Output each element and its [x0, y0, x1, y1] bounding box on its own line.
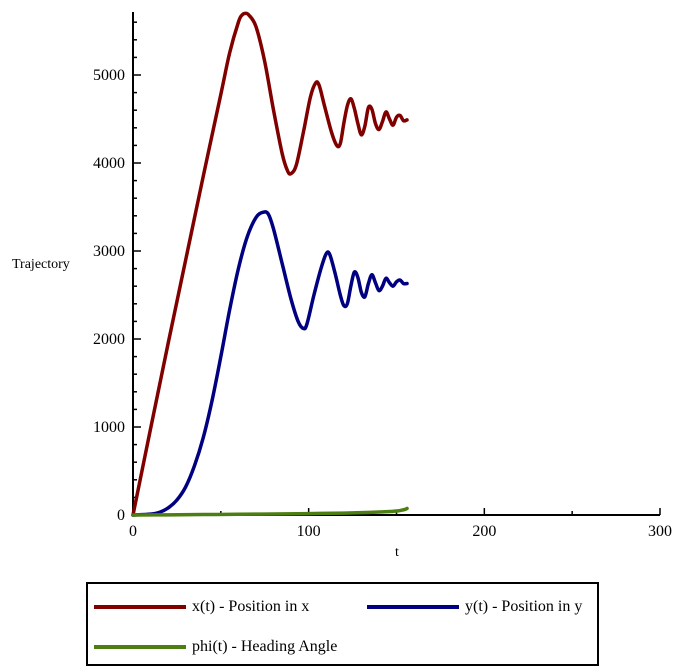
- x-tick-label: 0: [129, 523, 137, 540]
- y-tick-label: 1000: [93, 419, 125, 436]
- trajectory-chart: 0 1000 2000 3000 4000 5000 0 100 200 300 Traject…: [12, 11, 672, 560]
- y-axis-label: Trajectory: [12, 257, 70, 272]
- legend: x(t) - Position in x y(t) - Position in …: [86, 582, 599, 666]
- legend-label-phi: phi(t) - Heading Angle: [192, 638, 338, 655]
- legend-item-x: x(t) - Position in x: [94, 598, 309, 616]
- legend-swatch-phi: [94, 645, 186, 649]
- y-tick-label: 2000: [93, 331, 125, 348]
- x-tick-label: 200: [472, 523, 496, 540]
- legend-item-y: y(t) - Position in y: [367, 598, 582, 616]
- series-layer: [131, 11, 409, 517]
- x-tick-label: 100: [297, 523, 321, 540]
- legend-label-x: x(t) - Position in x: [192, 598, 310, 615]
- x-axis-label: t: [395, 545, 399, 560]
- legend-label-y: y(t) - Position in y: [465, 598, 583, 615]
- y-axis-ticks: 0 1000 2000 3000 4000 5000: [93, 21, 141, 524]
- legend-swatch-y: [367, 605, 459, 609]
- y-tick-label: 5000: [93, 67, 125, 84]
- series-line-x: [131, 11, 409, 517]
- y-tick-label: 4000: [93, 155, 125, 172]
- legend-swatch-x: [94, 605, 186, 609]
- x-tick-label: 300: [648, 523, 672, 540]
- series-line-phi: [131, 506, 409, 517]
- y-tick-label: 3000: [93, 243, 125, 260]
- y-tick-label: 0: [117, 507, 125, 524]
- legend-item-phi: phi(t) - Heading Angle: [94, 638, 337, 656]
- series-line-y: [131, 210, 409, 517]
